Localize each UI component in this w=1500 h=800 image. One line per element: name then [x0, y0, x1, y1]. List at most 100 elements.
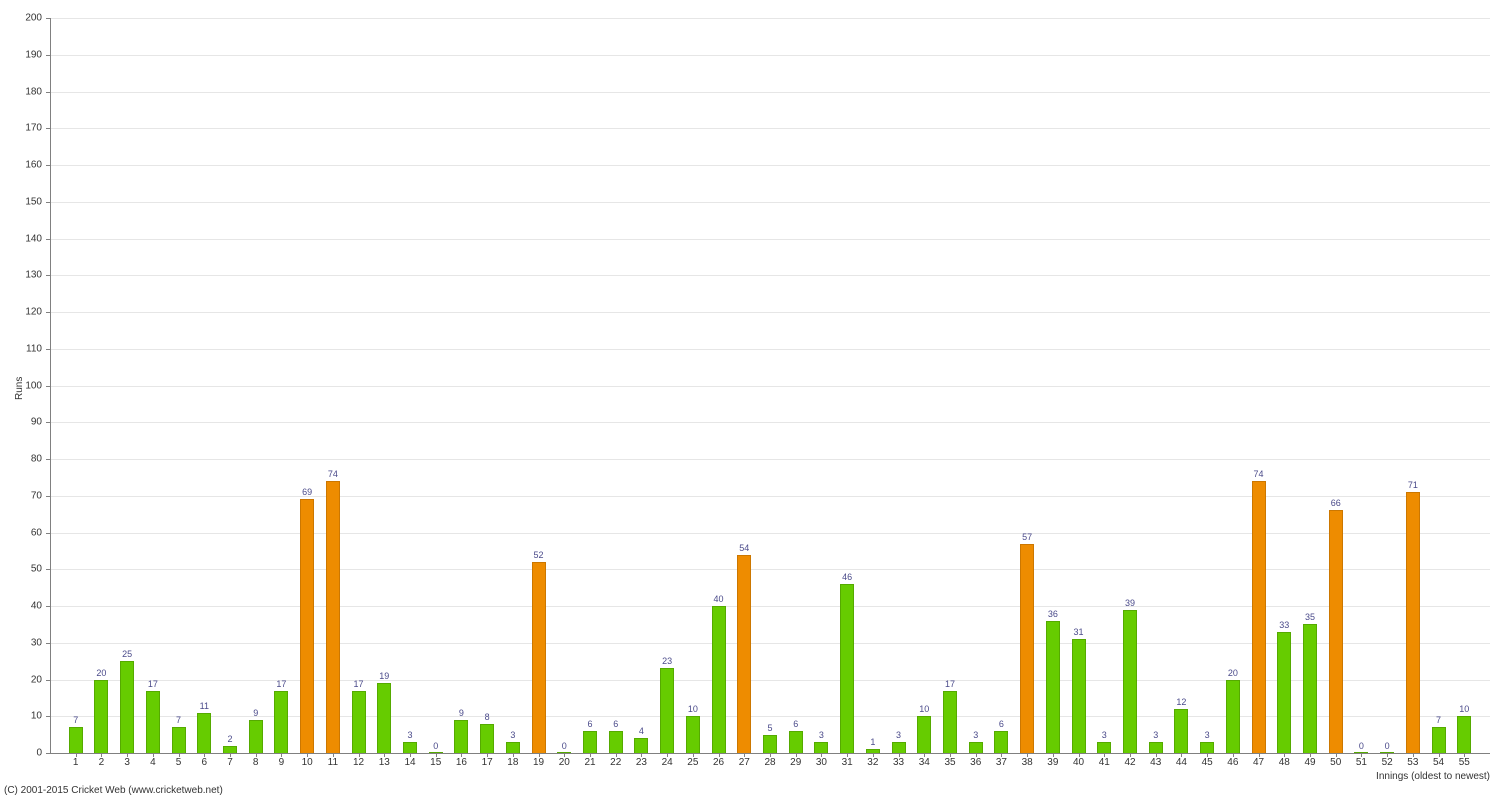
- bar-value-label: 2: [227, 734, 232, 744]
- bar: [1123, 610, 1137, 753]
- y-tick-label: 180: [0, 86, 42, 97]
- bar-value-label: 57: [1022, 532, 1032, 542]
- gridline: [50, 312, 1490, 313]
- x-tick-label: 7: [227, 757, 233, 768]
- bar-value-label: 12: [1176, 697, 1186, 707]
- x-tick-label: 43: [1150, 757, 1161, 768]
- gridline: [50, 92, 1490, 93]
- bar-value-label: 25: [122, 649, 132, 659]
- bar-value-label: 6: [587, 719, 592, 729]
- y-tick-mark: [46, 55, 50, 56]
- bar-value-label: 8: [485, 712, 490, 722]
- bar: [454, 720, 468, 753]
- x-tick-label: 53: [1407, 757, 1418, 768]
- bar: [892, 742, 906, 753]
- gridline: [50, 386, 1490, 387]
- x-tick-label: 49: [1304, 757, 1315, 768]
- x-tick-label: 18: [507, 757, 518, 768]
- bar: [377, 683, 391, 753]
- bar-value-label: 3: [407, 730, 412, 740]
- x-tick-label: 36: [970, 757, 981, 768]
- bar-value-label: 7: [176, 715, 181, 725]
- x-tick-label: 38: [1022, 757, 1033, 768]
- y-tick-label: 140: [0, 233, 42, 244]
- bar-value-label: 6: [613, 719, 618, 729]
- bar: [506, 742, 520, 753]
- x-tick-label: 32: [867, 757, 878, 768]
- bar: [737, 555, 751, 753]
- bar-value-label: 74: [1254, 469, 1264, 479]
- x-tick-label: 25: [687, 757, 698, 768]
- bar: [634, 738, 648, 753]
- y-tick-mark: [46, 239, 50, 240]
- y-tick-mark: [46, 606, 50, 607]
- x-tick-label: 4: [150, 757, 156, 768]
- bar-value-label: 6: [793, 719, 798, 729]
- x-tick-label: 24: [662, 757, 673, 768]
- x-tick-label: 5: [176, 757, 182, 768]
- gridline: [50, 606, 1490, 607]
- y-tick-mark: [46, 165, 50, 166]
- bar-value-label: 11: [200, 701, 209, 711]
- x-tick-label: 35: [944, 757, 955, 768]
- x-tick-label: 14: [404, 757, 415, 768]
- y-tick-label: 60: [0, 527, 42, 538]
- gridline: [50, 275, 1490, 276]
- y-tick-label: 70: [0, 490, 42, 501]
- y-tick-mark: [46, 496, 50, 497]
- y-tick-label: 80: [0, 454, 42, 465]
- bar-value-label: 3: [973, 730, 978, 740]
- y-tick-mark: [46, 643, 50, 644]
- bar-value-label: 20: [1228, 668, 1238, 678]
- runs-bar-chart: 0102030405060708090100110120130140150160…: [0, 0, 1500, 800]
- bar-value-label: 54: [739, 543, 749, 553]
- x-tick-label: 46: [1227, 757, 1238, 768]
- bar: [532, 562, 546, 753]
- x-tick-label: 41: [1099, 757, 1110, 768]
- bar: [583, 731, 597, 753]
- bar-value-label: 4: [639, 726, 644, 736]
- bar-value-label: 7: [1436, 715, 1441, 725]
- bar-value-label: 6: [999, 719, 1004, 729]
- bar: [480, 724, 494, 753]
- gridline: [50, 422, 1490, 423]
- x-tick-label: 45: [1202, 757, 1213, 768]
- gridline: [50, 128, 1490, 129]
- bar-value-label: 3: [1205, 730, 1210, 740]
- bar: [120, 661, 134, 753]
- gridline: [50, 165, 1490, 166]
- x-tick-label: 16: [456, 757, 467, 768]
- bar-value-label: 20: [96, 668, 106, 678]
- x-tick-label: 1: [73, 757, 79, 768]
- y-tick-mark: [46, 716, 50, 717]
- x-tick-label: 30: [816, 757, 827, 768]
- bar: [326, 481, 340, 753]
- x-tick-label: 28: [764, 757, 775, 768]
- y-tick-mark: [46, 18, 50, 19]
- x-tick-label: 52: [1382, 757, 1393, 768]
- gridline: [50, 202, 1490, 203]
- x-tick-label: 26: [713, 757, 724, 768]
- gridline: [50, 55, 1490, 56]
- bar-value-label: 9: [253, 708, 258, 718]
- gridline: [50, 459, 1490, 460]
- y-tick-label: 20: [0, 674, 42, 685]
- x-tick-label: 17: [482, 757, 493, 768]
- bar: [1020, 544, 1034, 753]
- gridline: [50, 569, 1490, 570]
- x-axis-label: Innings (oldest to newest): [1376, 771, 1490, 782]
- bar-value-label: 71: [1408, 480, 1418, 490]
- x-tick-label: 21: [584, 757, 595, 768]
- bar: [146, 691, 160, 753]
- bar-value-label: 0: [1359, 741, 1364, 751]
- y-tick-mark: [46, 422, 50, 423]
- bar-value-label: 40: [714, 594, 724, 604]
- y-tick-mark: [46, 312, 50, 313]
- bar-value-label: 0: [1385, 741, 1390, 751]
- bar: [917, 716, 931, 753]
- x-tick-label: 44: [1176, 757, 1187, 768]
- bar-value-label: 3: [510, 730, 515, 740]
- bar: [1149, 742, 1163, 753]
- plot-area: [50, 18, 1490, 753]
- bar: [1072, 639, 1086, 753]
